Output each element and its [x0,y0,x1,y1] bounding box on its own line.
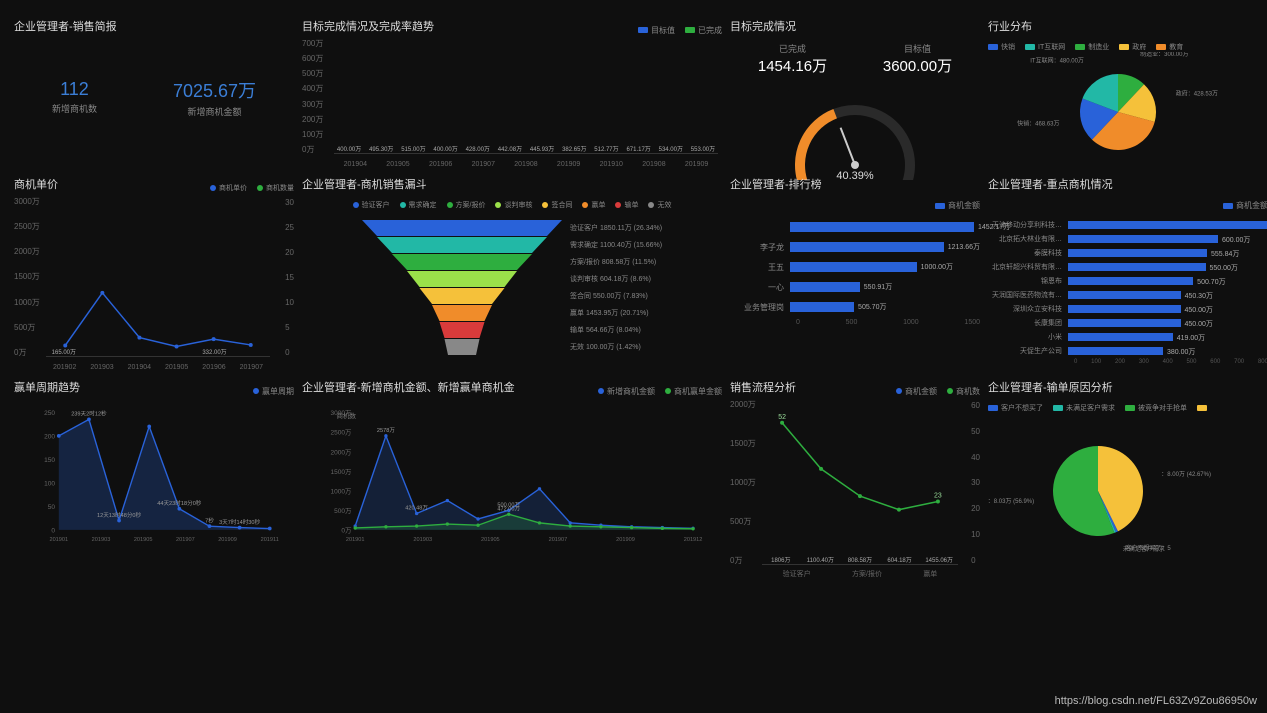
panel-title: 目标完成情况 [730,18,980,34]
svg-text:23: 23 [934,493,942,500]
legend: 商机金额商机数 [896,379,980,403]
svg-text:201905: 201905 [481,537,500,543]
panel-lose-reason: 企业管理者-输单原因分析 客户不想买了未满足客户需求被竞争对手抢单 ：8.00万… [988,379,1267,579]
gauge-done-label: 已完成 [758,42,827,55]
legend: 快销IT互联网制造业政府教育 [988,42,1267,52]
svg-text:420.48万: 420.48万 [405,505,428,512]
panel-title: 企业管理者-销售简报 [14,18,294,34]
hbar-chart: 1452.17万李子龙1213.66万王五1000.00万一心550.91万业务… [730,219,980,315]
legend: 客户不想买了未满足客户需求被竞争对手抢单 [988,403,1267,413]
combo-chart: 1806万1100.40万808.58万604.18万1455.06万5223 [762,401,958,565]
svg-text:201912: 201912 [684,537,703,543]
svg-text:44天23时18分0秒: 44天23时18分0秒 [157,499,202,507]
panel-industry-pie: 行业分布 快销IT互联网制造业政府教育 制造业：300.00万政府：428.53… [988,18,1267,168]
gauge-target-label: 目标值 [883,42,952,55]
panel-title: 企业管理者-新增商机金额、新增赢单商机金 [302,379,515,395]
svg-text:500万: 500万 [334,507,352,515]
legend: 目标值已完成 [638,25,722,36]
svg-text:：8.00万 (42.67%): ：8.00万 (42.67%) [1161,471,1211,478]
svg-text:1500万: 1500万 [330,468,351,476]
panel-unit-price: 商机单价 商机单价商机数量 0万500万1000万1500万2000万2500万… [14,176,294,371]
svg-text:2000万: 2000万 [330,448,351,456]
svg-text:201901: 201901 [49,537,68,543]
svg-text:100: 100 [44,481,55,488]
panel-kpi: 企业管理者-销售简报 112 新增商机数 7025.67万 新增商机金额 [14,18,294,168]
svg-text:201903: 201903 [92,537,111,543]
panel-title: 行业分布 [988,18,1267,34]
svg-text:52: 52 [778,414,786,421]
svg-text:201909: 201909 [218,537,237,543]
panel-title: 赢单周期趋势 [14,379,80,395]
svg-text:201905: 201905 [134,537,153,543]
svg-text:201909: 201909 [616,537,635,543]
panel-ranking: 企业管理者-排行榜 商机金额 1452.17万李子龙1213.66万王五1000… [730,176,980,371]
watermark: https://blog.csdn.net/FL63Zv9Zou86950w [1055,695,1257,707]
svg-text:未满足客户需求: 未满足客户需求 [1123,545,1165,553]
funnel-chart: 验证客户 1850.11万 (26.34%) 需求确定 1100.40万 (15… [302,220,722,360]
svg-text:3天7时14时30秒: 3天7时14时30秒 [219,518,260,526]
svg-text:150: 150 [44,457,55,464]
kpi-item: 112 新增商机数 [52,79,97,115]
kpi-label: 新增商机数 [52,102,97,115]
pie-chart: ：8.00万 (42.67%)客户不想买了：5未满足客户需求争对手抢单：8.03… [988,413,1248,553]
svg-text:IT互联网：480.00万: IT互联网：480.00万 [1030,57,1084,65]
kpi-item: 7025.67万 新增商机金额 [173,77,256,118]
panel-gauge: 目标完成情况 已完成 1454.16万 目标值 3600.00万 40.39% [730,18,980,168]
panel-key-opp: 企业管理者-重点商机情况 商机金额 天津移动分享利科技…800.08万北京拓大林… [988,176,1267,371]
panel-funnel: 企业管理者-商机销售漏斗 验证客户需求确定方案/报价谈判审核签合同赢单输单无效 … [302,176,722,371]
pie-chart: 制造业：300.00万政府：428.53万教育：3000.00快销：468.63… [988,52,1248,162]
panel-title: 企业管理者-重点商机情况 [988,176,1267,192]
panel-sales-flow: 销售流程分析 商机金额商机数 0万500万1000万1500万2000万 180… [730,379,980,579]
svg-text:争对手抢单：8.03万 (56.9%): 争对手抢单：8.03万 (56.9%) [988,497,1034,505]
kpi-label: 新增商机金额 [173,105,256,118]
svg-text:239天2时12秒: 239天2时12秒 [71,410,107,418]
gauge-target-value: 3600.00万 [883,55,952,76]
svg-text:50: 50 [48,504,56,511]
svg-text:制造业：300.00万: 制造业：300.00万 [1140,52,1188,58]
svg-text:1000万: 1000万 [330,488,351,496]
panel-title: 企业管理者-商机销售漏斗 [302,176,722,192]
panel-title: 商机单价 [14,176,58,192]
legend: 新增商机金额商机赢单金额 [598,379,722,403]
combo-chart: 165.00万332.00万 [46,198,270,357]
svg-text:201911: 201911 [261,537,279,543]
hbar-chart: 天津移动分享利科技…800.08万北京拓大林业有限…600.00万泰膜科技555… [988,219,1267,357]
svg-text:250: 250 [44,410,55,417]
gauge-arc: 40.39% [775,80,935,180]
kpi-value: 112 [52,79,97,100]
line-chart: 商机数0万500万1000万1500万2000万2500万3000万2578万4… [302,403,722,543]
gauge-done-value: 1454.16万 [758,55,827,76]
panel-win-cycle: 赢单周期趋势 赢单周期 050100150200250239天2时12秒12天1… [14,379,294,579]
svg-text:政府：428.53万: 政府：428.53万 [1176,90,1218,98]
legend: 验证客户需求确定方案/报价谈判审核签合同赢单输单无效 [302,200,722,210]
svg-text:0: 0 [51,528,55,535]
legend: 商机单价商机数量 [210,176,294,200]
svg-text:472.00万: 472.00万 [497,506,520,513]
panel-title: 目标完成情况及完成率趋势 [302,18,434,34]
bar-chart: 400.00万495.30万515.00万400.00万428.00万442.0… [334,40,718,154]
panel-title: 销售流程分析 [730,379,796,395]
svg-text:2578万: 2578万 [377,427,395,434]
svg-text:201907: 201907 [549,537,568,543]
panel-target-trend: 目标完成情况及完成率趋势 目标值已完成 0万100万200万300万400万50… [302,18,722,168]
svg-text:2500万: 2500万 [330,429,351,437]
panel-title: 企业管理者-输单原因分析 [988,379,1267,395]
svg-text:201901: 201901 [346,537,365,543]
svg-text:201903: 201903 [413,537,432,543]
kpi-value: 7025.67万 [173,77,256,103]
line-chart: 0 50 100 150 200 250 239天2时12秒 12天13时48分0秒 44天23… [14,403,294,543]
panel-new-opp-win: 企业管理者-新增商机金额、新增赢单商机金 新增商机金额商机赢单金额 商机数0万5… [302,379,722,579]
svg-text:3000万: 3000万 [330,409,351,417]
svg-text:0万: 0万 [341,527,352,535]
svg-text:快销：468.63万: 快销：468.63万 [1017,119,1059,127]
svg-text:12天13时48分0秒: 12天13时48分0秒 [97,511,142,519]
svg-text:7秒: 7秒 [205,516,214,524]
panel-title: 企业管理者-排行榜 [730,176,980,192]
svg-text:200: 200 [44,434,55,441]
svg-text:201907: 201907 [176,537,195,543]
